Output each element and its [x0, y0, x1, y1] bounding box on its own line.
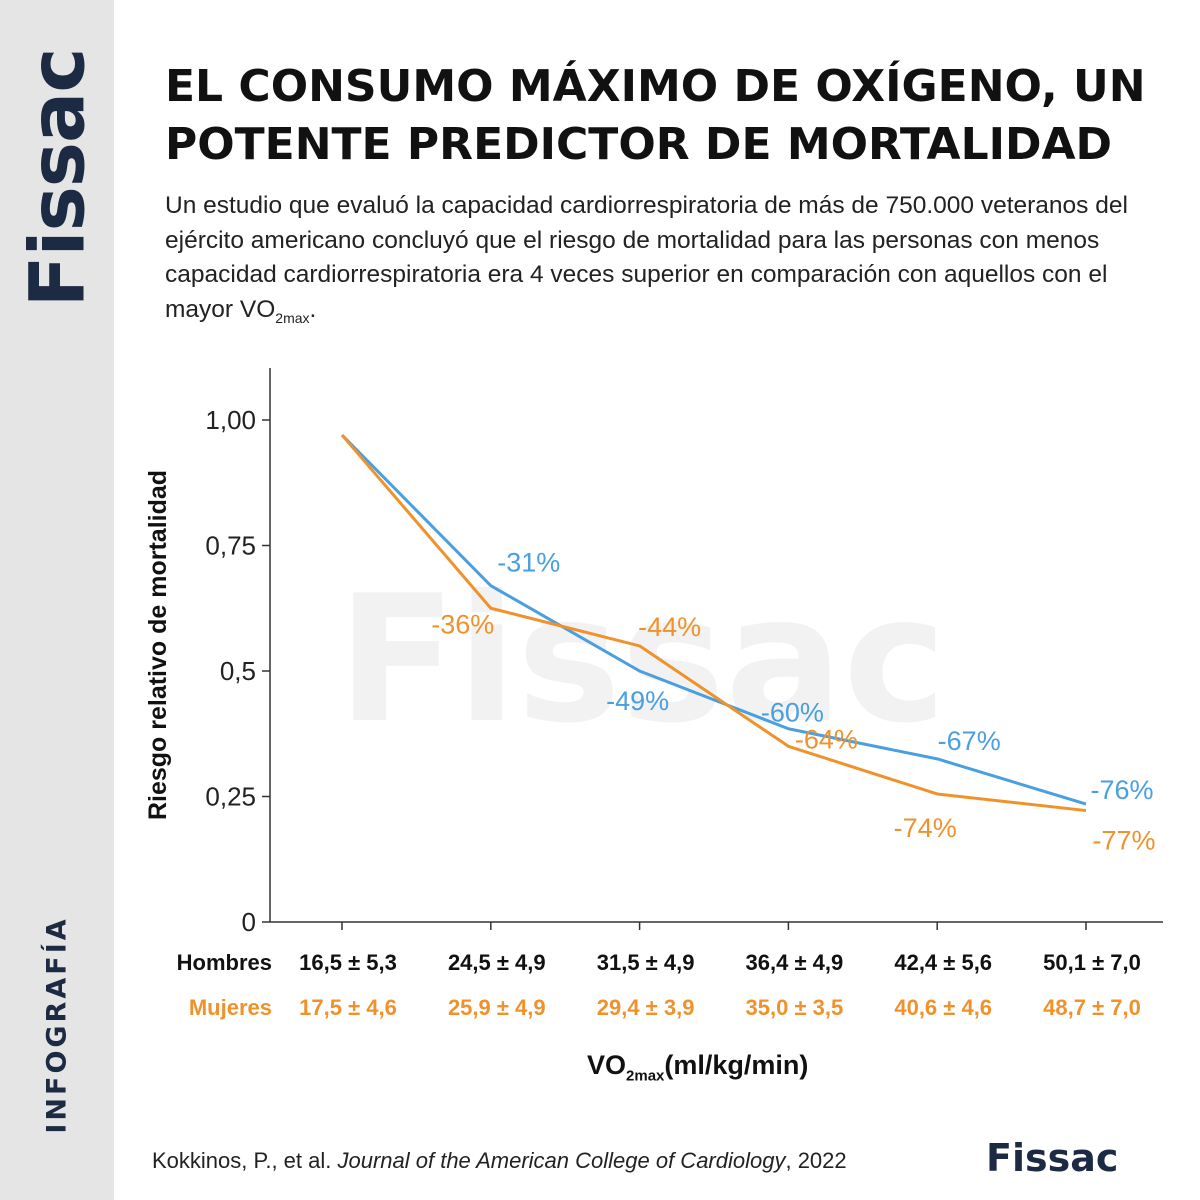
category-label: 48,7 ± 7,0	[1043, 995, 1141, 1020]
x-ticks	[341, 922, 1087, 930]
data-label: -76%	[1090, 775, 1153, 805]
category-label: 42,4 ± 5,6	[894, 950, 992, 975]
x-axis-label-unit: (ml/kg/min)	[664, 1050, 809, 1080]
category-label: 50,1 ± 7,0	[1043, 950, 1141, 975]
side-band: Fissac INFOGRAFÍA	[0, 0, 114, 1200]
category-rows: Hombres 16,5 ± 5,3 24,5 ± 4,9 31,5 ± 4,9 36,…	[177, 950, 1141, 1020]
series-line-mujeres	[340, 434, 1087, 813]
y-tick-label: 1,00	[205, 405, 256, 435]
category-label: 40,6 ± 4,6	[894, 995, 992, 1020]
data-label: -36%	[431, 609, 494, 639]
category-label: 36,4 ± 4,9	[746, 950, 844, 975]
series-line-hombres	[340, 434, 1087, 806]
row-label-mujeres: Mujeres	[189, 995, 272, 1020]
page-title: EL CONSUMO MÁXIMO DE OXÍGENO, UN POTENTE…	[165, 61, 1146, 170]
data-label: -49%	[606, 686, 669, 716]
source-citation: Kokkinos, P., et al. Journal of the Amer…	[152, 1148, 847, 1174]
x-axis-label-main: VO	[587, 1050, 627, 1080]
series-lines	[340, 434, 1087, 813]
footer-brand-logo: Fissac	[986, 1136, 1119, 1180]
source-year: , 2022	[785, 1148, 847, 1173]
y-tick-label: 0,25	[205, 782, 256, 812]
data-labels: -31% -49% -60% -67% -76% -36% -44% -64% -74% -77%	[431, 548, 1155, 856]
category-label: 24,5 ± 4,9	[448, 950, 546, 975]
subtitle-subscript: 2max	[275, 309, 310, 326]
data-label: -60%	[761, 698, 824, 728]
y-tick-label: 0,5	[220, 656, 256, 686]
category-label: 35,0 ± 3,5	[746, 995, 844, 1020]
chart-axes	[269, 368, 1163, 923]
subtitle-end: .	[309, 295, 317, 323]
page-subtitle: Un estudio que evaluó la capacidad cardi…	[165, 189, 1165, 335]
source-journal: Journal of the American College of Cardi…	[337, 1148, 786, 1173]
data-label: -74%	[894, 813, 957, 843]
x-axis-label: VO2max(ml/kg/min)	[587, 1050, 808, 1084]
y-axis-label: Riesgo relativo de mortalidad	[144, 470, 172, 820]
category-label: 25,9 ± 4,9	[448, 995, 546, 1020]
data-label: -44%	[638, 612, 701, 642]
row-label-hombres: Hombres	[177, 950, 272, 975]
category-label: 31,5 ± 4,9	[597, 950, 695, 975]
category-label: 29,4 ± 3,9	[597, 995, 695, 1020]
y-tick-label: 0,75	[205, 531, 256, 561]
data-label: -67%	[938, 726, 1001, 756]
category-label: 17,5 ± 4,6	[299, 995, 397, 1020]
subtitle-text: Un estudio que evaluó la capacidad cardi…	[165, 192, 1128, 323]
chart-watermark: Fissac	[337, 559, 947, 762]
source-authors: Kokkinos, P., et al.	[152, 1148, 338, 1173]
data-label: -77%	[1092, 826, 1155, 856]
y-ticks: 0 0,25 0,5 0,75 1,00	[205, 405, 270, 937]
x-axis-label-sub: 2max	[626, 1067, 665, 1085]
category-label: 16,5 ± 5,3	[299, 950, 397, 975]
y-tick-label: 0	[242, 907, 256, 937]
data-label: -64%	[795, 724, 858, 754]
data-label: -31%	[497, 548, 560, 578]
